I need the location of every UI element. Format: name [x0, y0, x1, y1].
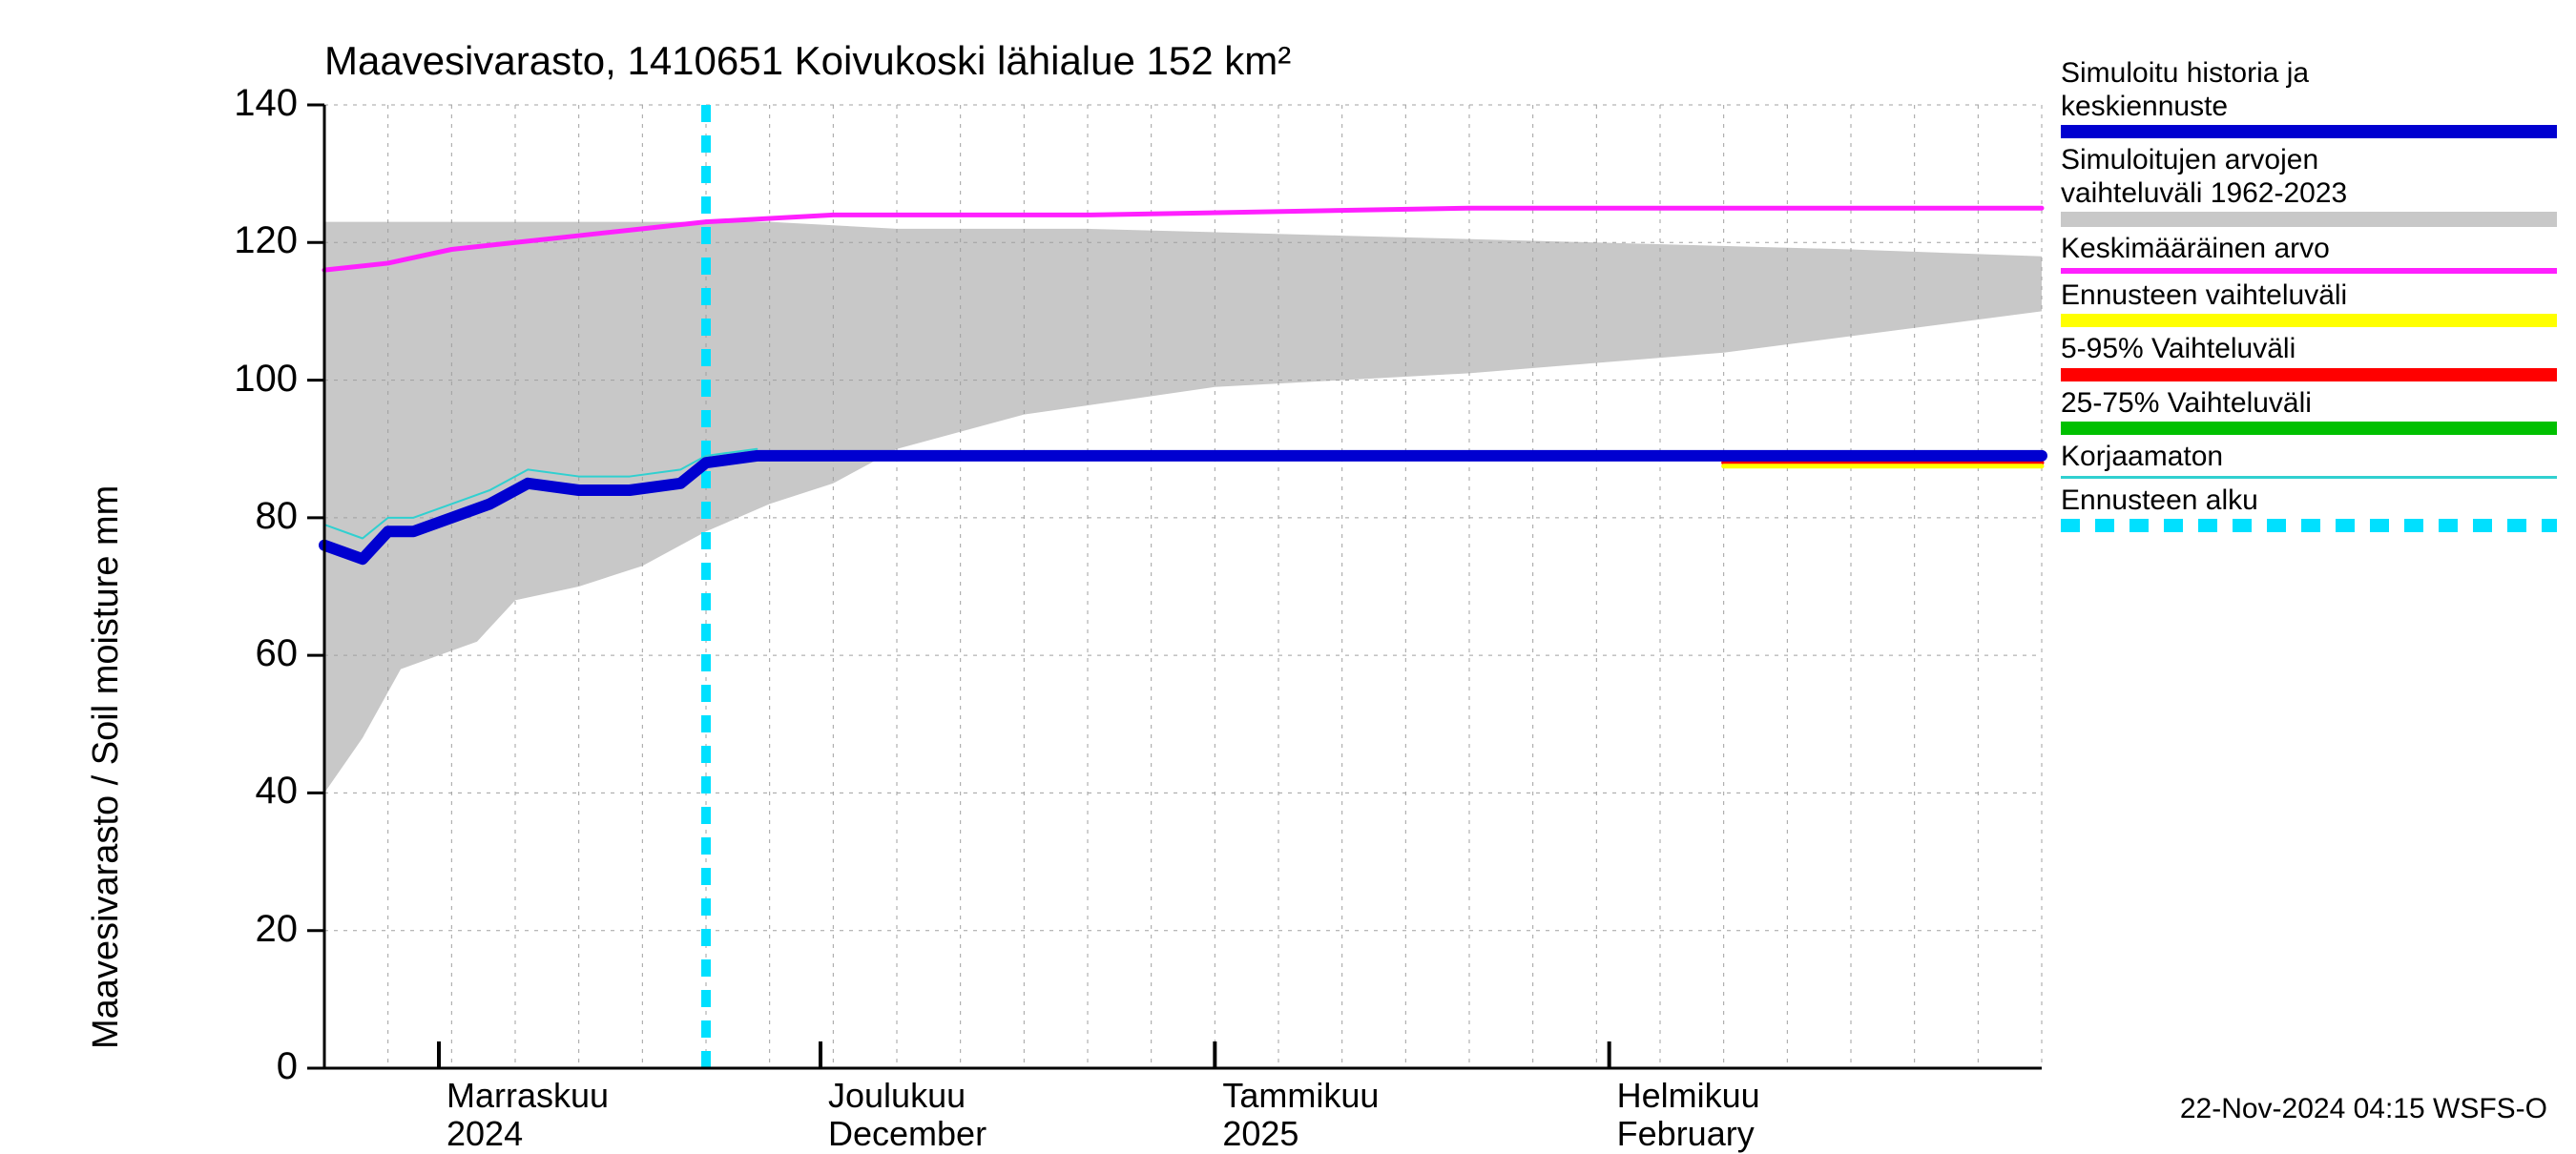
legend: Simuloitu historia ja keskiennuste Simulo… [2061, 57, 2557, 538]
legend-item: Korjaamaton [2061, 441, 2557, 479]
legend-swatch [2061, 368, 2557, 381]
legend-item-label: Korjaamaton [2061, 441, 2557, 474]
legend-item-label: Ennusteen alku [2061, 484, 2557, 518]
legend-item: Ennusteen alku [2061, 484, 2557, 533]
legend-item: 5-95% Vaihteluväli [2061, 333, 2557, 381]
x-month-label-top: Helmikuu [1617, 1076, 1760, 1116]
x-month-label-bottom: December [828, 1114, 987, 1154]
legend-swatch [2061, 476, 2557, 479]
legend-item-label: Keskimääräinen arvo [2061, 233, 2557, 266]
legend-swatch [2061, 268, 2557, 274]
y-tick-label: 20 [256, 908, 299, 951]
legend-swatch [2061, 422, 2557, 435]
x-month-label-top: Marraskuu [447, 1076, 609, 1116]
legend-item: 25-75% Vaihteluväli [2061, 387, 2557, 436]
y-tick-label: 140 [234, 82, 298, 125]
legend-item: Simuloitujen arvojen vaihteluväli 1962-2… [2061, 144, 2557, 227]
legend-swatch [2061, 212, 2557, 227]
y-tick-label: 60 [256, 632, 299, 675]
legend-item: Keskimääräinen arvo [2061, 233, 2557, 274]
chart-container: Maavesivarasto, 1410651 Koivukoski lähia… [0, 0, 2576, 1144]
x-month-label-bottom: 2024 [447, 1114, 523, 1154]
range-band [324, 222, 2042, 793]
y-tick-label: 80 [256, 495, 299, 538]
legend-item-label: Simuloitujen arvojen vaihteluväli 1962-2… [2061, 144, 2557, 210]
y-tick-label: 100 [234, 358, 298, 401]
legend-item-label: 5-95% Vaihteluväli [2061, 333, 2557, 366]
legend-item-label: Simuloitu historia ja keskiennuste [2061, 57, 2557, 123]
x-month-label-top: Joulukuu [828, 1076, 966, 1116]
legend-swatch [2061, 314, 2557, 327]
legend-item-label: 25-75% Vaihteluväli [2061, 387, 2557, 421]
legend-swatch [2061, 125, 2557, 138]
x-month-label-top: Tammikuu [1222, 1076, 1379, 1116]
x-month-label-bottom: 2025 [1222, 1114, 1298, 1154]
legend-item: Simuloitu historia ja keskiennuste [2061, 57, 2557, 138]
legend-swatch [2061, 519, 2557, 532]
y-tick-label: 0 [277, 1045, 298, 1088]
y-tick-label: 40 [256, 770, 299, 813]
legend-item-label: Ennusteen vaihteluväli [2061, 279, 2557, 313]
x-month-label-bottom: February [1617, 1114, 1755, 1154]
y-tick-label: 120 [234, 219, 298, 262]
legend-item: Ennusteen vaihteluväli [2061, 279, 2557, 328]
timestamp: 22-Nov-2024 04:15 WSFS-O [2180, 1093, 2547, 1125]
